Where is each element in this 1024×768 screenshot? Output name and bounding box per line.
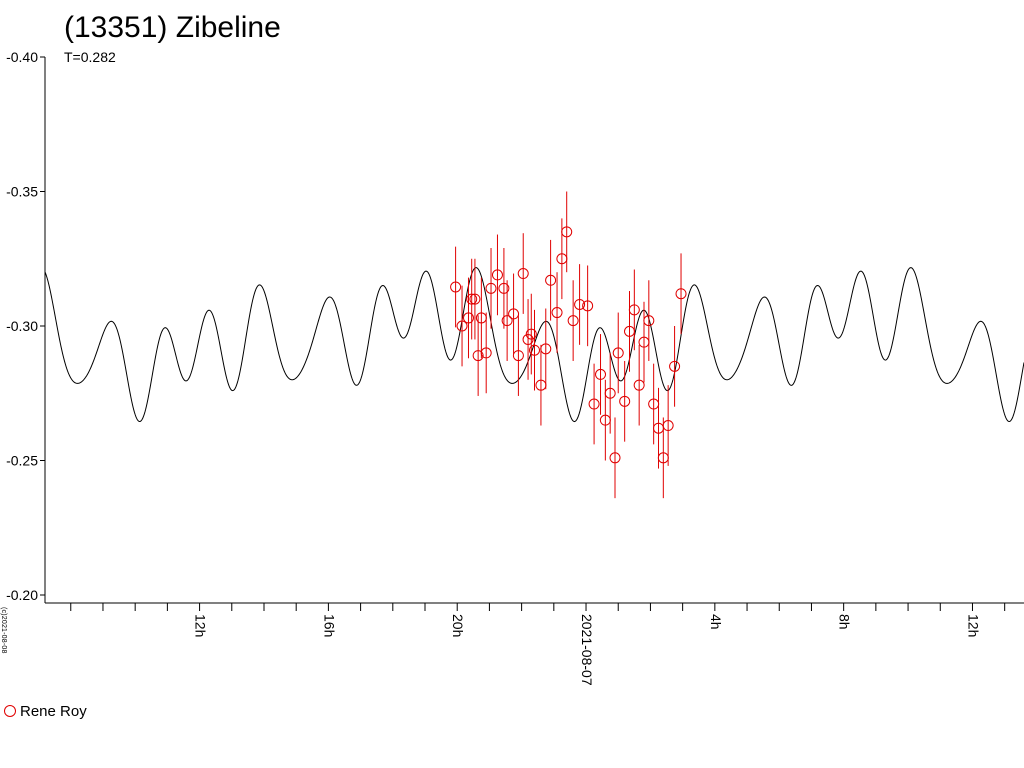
data-point <box>595 368 607 380</box>
data-point <box>669 360 681 372</box>
data-point <box>508 308 520 320</box>
data-point <box>517 268 529 280</box>
data-point <box>551 307 563 319</box>
data-point <box>561 226 573 238</box>
legend-circle-icon <box>4 705 16 717</box>
y-tick-label: -0.35 <box>6 184 38 200</box>
data-point <box>512 350 524 362</box>
x-tick-label: 20h <box>450 614 466 637</box>
data-point <box>472 350 484 362</box>
data-point <box>604 387 616 399</box>
data-point <box>450 281 462 293</box>
y-tick-label: -0.30 <box>6 318 38 334</box>
data-point <box>545 274 557 286</box>
data-point <box>525 328 537 340</box>
data-point <box>609 452 621 464</box>
data-point <box>633 379 645 391</box>
data-point <box>612 347 624 359</box>
data-point <box>466 293 478 305</box>
legend-label: Rene Roy <box>20 703 87 720</box>
y-tick-label: -0.20 <box>6 587 38 603</box>
data-point <box>462 312 474 324</box>
x-tick-label: 16h <box>321 614 337 637</box>
axes: -0.40 -0.35 -0.30 -0.25 -0.20 12h 16h 20h 2021-… <box>6 49 1024 686</box>
data-point <box>628 304 640 316</box>
x-tick-label: 2021-08-07 <box>579 614 595 686</box>
chart-subtitle: T=0.282 <box>64 49 116 65</box>
data-point <box>491 269 503 281</box>
data-point <box>529 344 540 356</box>
data-point <box>485 282 497 294</box>
data-point <box>643 315 655 327</box>
x-tick-label: 4h <box>708 614 724 630</box>
y-tick-label: -0.40 <box>6 49 38 65</box>
x-tick-label: 12h <box>193 614 209 637</box>
data-point <box>522 333 534 345</box>
data-point <box>480 347 492 359</box>
data-point <box>501 315 513 327</box>
credit-text: (c)2021-08-08 <box>0 607 7 654</box>
legend: Rene Roy <box>4 703 87 721</box>
data-point <box>469 293 481 305</box>
data-point <box>662 420 674 432</box>
data-point <box>619 395 631 407</box>
data-point <box>588 398 600 410</box>
x-tick-label: 8h <box>837 614 853 630</box>
data-point <box>567 315 579 327</box>
data-point <box>456 320 468 332</box>
y-axis-ticks: -0.40 -0.35 -0.30 -0.25 -0.20 <box>6 49 45 603</box>
x-axis-ticks: 12h 16h 20h 2021-08-07 4h 8h 12h <box>70 603 1006 686</box>
x-tick-label: 12h <box>965 614 981 637</box>
data-points <box>450 191 687 499</box>
data-point <box>498 282 510 294</box>
y-tick-label: -0.25 <box>6 453 38 469</box>
data-point <box>582 300 594 312</box>
chart-title: (13351) Zibeline <box>64 11 281 44</box>
data-point <box>540 343 552 355</box>
data-point <box>574 298 586 310</box>
data-point <box>675 288 687 300</box>
